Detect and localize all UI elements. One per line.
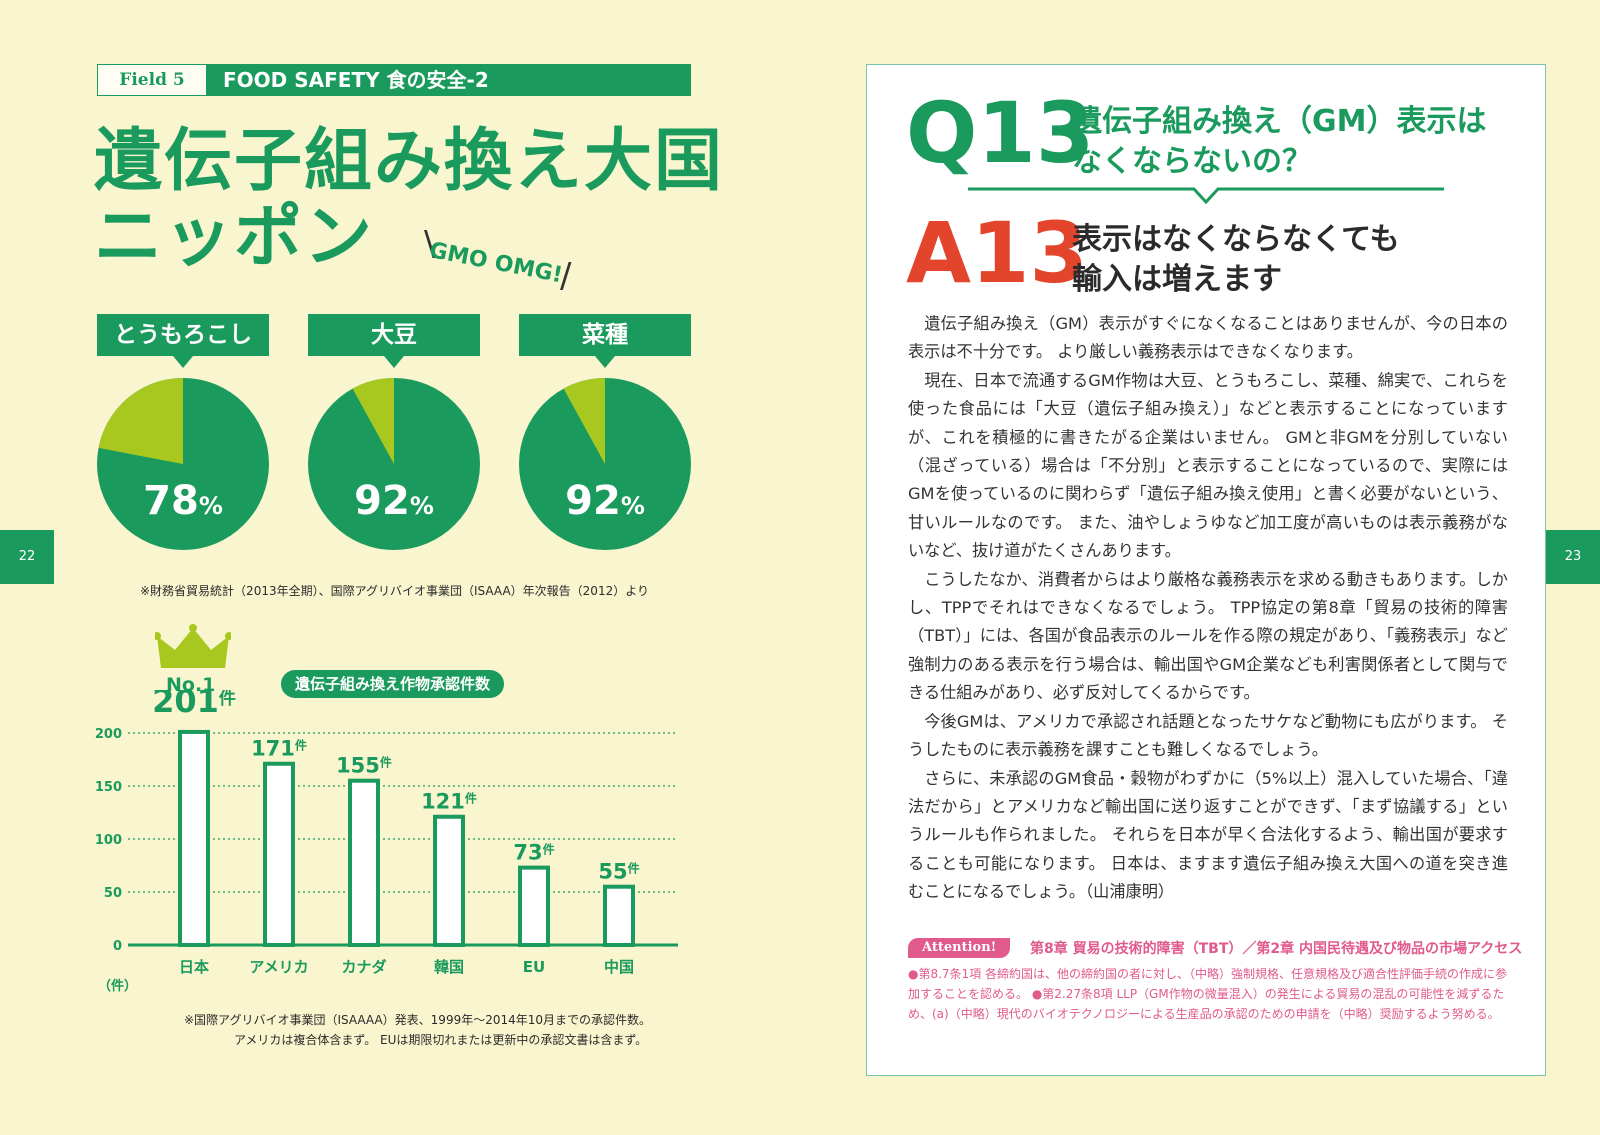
body-paragraph: さらに、未承認のGM食品・穀物がわずかに（5%以上）混入していた場合、「違法だか… xyxy=(908,768,1508,902)
pie-label: とうもろこし xyxy=(97,314,269,368)
bar xyxy=(178,729,210,947)
bar xyxy=(433,814,465,947)
x-tick-label: 韓国 xyxy=(434,958,464,976)
field-label: Field 5 xyxy=(97,64,207,96)
pie-slice-other xyxy=(98,378,183,464)
pie-percent-value: 92 xyxy=(565,478,621,524)
answer-line1: 表示はなくならなくても xyxy=(1072,222,1400,257)
main-title-line1: 遺伝子組み換え大国 xyxy=(94,122,725,201)
tagline-slash-right: / xyxy=(560,256,572,296)
pie-percent: 92% xyxy=(519,478,691,524)
pie-card-rapeseed: 菜種 92% xyxy=(519,314,691,554)
value-number: 73 xyxy=(513,841,542,865)
pie-slice-other xyxy=(563,378,605,464)
body-paragraph: 今後GMは、アメリカで承認され話題となったサケなど動物にも広がります。 そうした… xyxy=(908,711,1508,760)
pie-percent-unit: % xyxy=(198,492,223,520)
value-label: 73件 xyxy=(513,841,554,865)
x-tick-label: 日本 xyxy=(179,958,209,976)
value-number: 121 xyxy=(421,790,465,814)
value-unit: 件 xyxy=(380,755,392,770)
attention-badge: Attention! xyxy=(908,938,1011,958)
bar-source-note-2: アメリカは複合体含まず。 EUは期限切れまたは更新中の承認文書は含まず。 xyxy=(234,1033,648,1047)
pie-percent: 78% xyxy=(97,478,269,524)
value-label: 201件 xyxy=(152,690,236,720)
rank-label: No.1 xyxy=(166,674,216,696)
section-title: FOOD SAFETY 食の安全-2 xyxy=(207,64,691,96)
value-unit: 件 xyxy=(628,861,640,876)
pie-percent-value: 78 xyxy=(143,478,199,524)
value-number: 155 xyxy=(336,754,380,778)
pie-card-corn: とうもろこし 78% xyxy=(97,314,269,554)
pie-percent-value: 92 xyxy=(354,478,410,524)
value-number: 55 xyxy=(598,860,627,884)
body-paragraph: こうしたなか、消費者からはより厳格な義務表示を求める動きもあります。しかし、TP… xyxy=(908,569,1508,703)
value-label: 55件 xyxy=(598,860,639,884)
bar xyxy=(518,865,550,947)
main-title-line2: ニッポン xyxy=(94,198,375,277)
pie-source-note: ※財務省貿易統計（2013年全期）、国際アグリバイオ事業団（ISAAA）年次報告… xyxy=(140,584,649,598)
page-number-right: 23 xyxy=(1546,530,1600,584)
question-line2: なくならないの？ xyxy=(1072,144,1312,179)
pie-label: 菜種 xyxy=(519,314,691,368)
value-number: 201 xyxy=(152,690,219,720)
chart-title-badge: 遺伝子組み換え作物承認件数 xyxy=(281,670,505,698)
value-unit: 件 xyxy=(219,690,236,709)
bar xyxy=(348,778,380,947)
answer-line2: 輸入は増えます xyxy=(1072,262,1282,297)
y-tick-label: 50 xyxy=(104,886,122,901)
y-tick-label: 200 xyxy=(95,727,122,742)
value-unit: 件 xyxy=(465,791,477,806)
pie-percent-unit: % xyxy=(409,492,434,520)
page-number-left: 22 xyxy=(0,530,54,584)
y-tick-label: 0 xyxy=(113,939,122,954)
pie-label: 大豆 xyxy=(308,314,480,368)
bar-source-note-1: ※国際アグリバイオ事業団（ISAAAA）発表、1999年〜2014年10月までの… xyxy=(184,1013,652,1027)
pie-chart-corn xyxy=(97,378,269,550)
value-label: 155件 xyxy=(336,754,392,778)
x-tick-label: 中国 xyxy=(604,958,634,976)
article-body: 遺伝子組み換え（GM）表示がすぐになくなることはありませんが、今の日本の表示は不… xyxy=(908,310,1508,907)
pie-card-soy: 大豆 92% xyxy=(308,314,480,554)
value-label: 171件 xyxy=(251,737,307,761)
crown-icon xyxy=(155,624,231,668)
bar xyxy=(603,884,635,947)
question-line1: 遺伝子組み換え（GM）表示は xyxy=(1072,104,1487,139)
pie-percent-unit: % xyxy=(620,492,645,520)
y-axis-label: （件） xyxy=(98,978,137,994)
x-tick-label: カナダ xyxy=(341,958,386,976)
answer-number: A13 xyxy=(906,204,1088,302)
value-unit: 件 xyxy=(543,842,555,857)
y-tick-label: 150 xyxy=(95,780,122,795)
pie-chart-soy xyxy=(308,378,480,550)
x-tick-label: アメリカ xyxy=(249,958,308,976)
x-tick-label: EU xyxy=(523,958,545,976)
pie-slice-other xyxy=(352,378,394,464)
y-tick-label: 100 xyxy=(95,833,122,848)
qa-divider xyxy=(968,187,1444,205)
tagline: GMO OMG! xyxy=(427,238,565,289)
value-unit: 件 xyxy=(295,738,307,753)
attention-body: ●第8.7条1項 各締約国は、他の締約国の者に対し、（中略）強制規格、任意規格及… xyxy=(908,967,1508,1021)
body-paragraph: 現在、日本で流通するGM作物は大豆、とうもろこし、菜種、綿実で、これらを使った食… xyxy=(908,370,1508,561)
bar xyxy=(263,761,295,947)
body-paragraph: 遺伝子組み換え（GM）表示がすぐになくなることはありませんが、今の日本の表示は不… xyxy=(908,314,1508,362)
pie-percent: 92% xyxy=(308,478,480,524)
qa-panel xyxy=(866,64,1546,1076)
tagline-slash-left: \ xyxy=(424,224,436,264)
question-number: Q13 xyxy=(906,84,1095,182)
value-label: 121件 xyxy=(421,790,477,814)
attention-title: 第8章 貿易の技術的障害（TBT）／第2章 内国民待遇及び物品の市場アクセス xyxy=(1030,941,1523,957)
pie-chart-rapeseed xyxy=(519,378,691,550)
value-number: 171 xyxy=(251,737,295,761)
